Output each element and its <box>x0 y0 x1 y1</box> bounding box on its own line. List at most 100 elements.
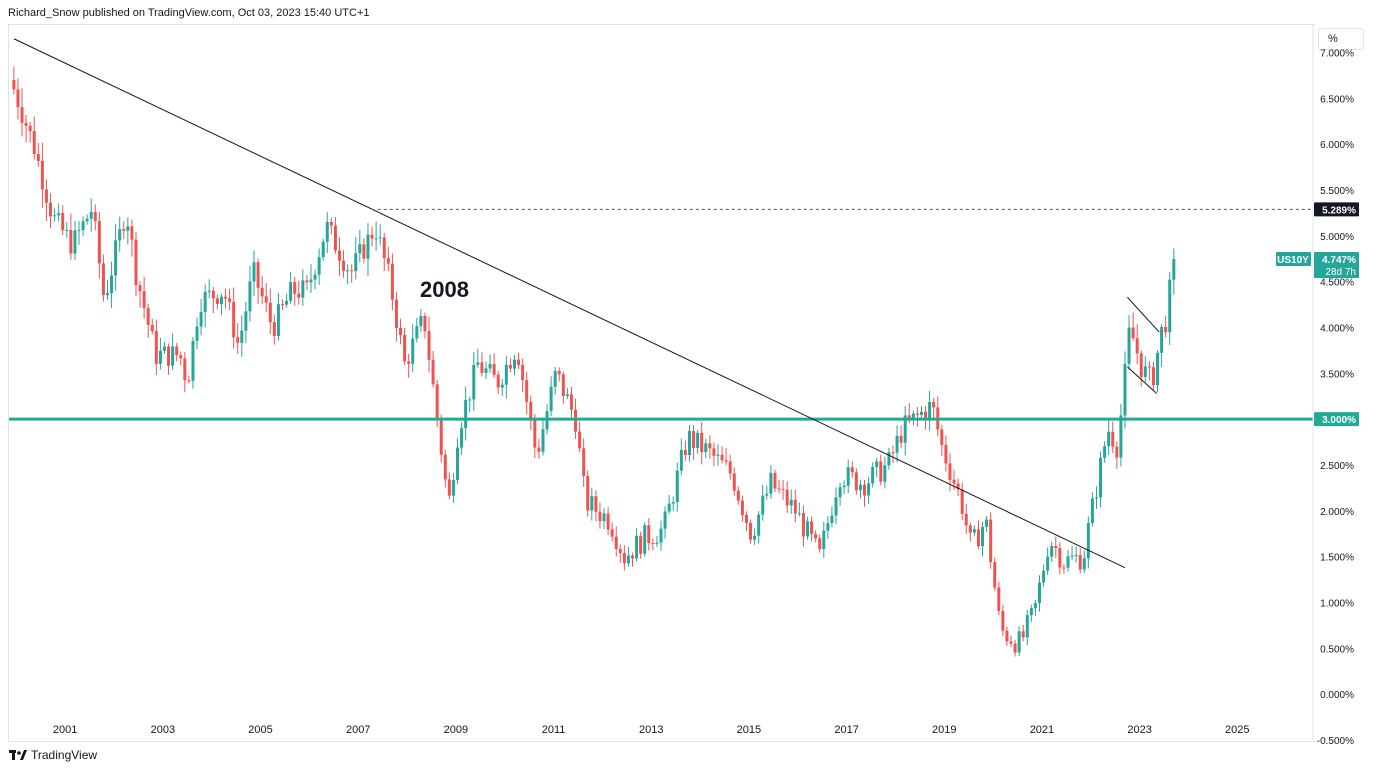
price-labels: 3.000% 5.289% 4.747%28d 7h US10Y <box>1276 202 1359 427</box>
candle-body <box>1046 556 1050 571</box>
last-price-label: 4.747% <box>1322 255 1356 266</box>
candle-body <box>525 380 529 402</box>
y-tick-label: 1.000% <box>1320 599 1354 610</box>
candle-body <box>24 122 28 126</box>
candle-body <box>16 89 20 108</box>
candle-body <box>578 431 582 449</box>
candle-body <box>158 350 162 364</box>
candle-body <box>590 496 594 511</box>
candle-body <box>964 513 968 526</box>
x-tick-label: 2019 <box>932 724 956 736</box>
candle-body <box>49 202 53 217</box>
y-tick-label: 2.000% <box>1320 507 1354 518</box>
candle-body <box>553 370 557 387</box>
candle-body <box>280 304 284 306</box>
candle-body <box>1038 582 1042 604</box>
tradingview-logo[interactable]: TradingView <box>9 748 97 762</box>
candle-body <box>769 472 773 494</box>
percent-scale-button[interactable]: % <box>1318 28 1364 50</box>
candle-body <box>460 428 464 448</box>
candle-body <box>915 413 919 415</box>
candle-body <box>993 562 997 588</box>
candle-body <box>370 234 374 239</box>
candle-body <box>1123 363 1127 416</box>
candle-body <box>167 346 171 366</box>
candle-body <box>73 230 77 254</box>
candle-body <box>472 364 476 400</box>
candle-body <box>57 213 61 216</box>
candle-body <box>932 401 936 408</box>
candle-body <box>244 311 248 331</box>
candle-body <box>65 229 69 231</box>
candle-body <box>981 526 985 547</box>
candle-body <box>126 226 130 231</box>
candle-body <box>1139 353 1143 377</box>
candle-body <box>883 465 887 482</box>
candle-body <box>675 470 679 502</box>
candle-body <box>150 324 154 332</box>
candle-body <box>586 475 590 511</box>
candle-body <box>972 529 976 533</box>
candle-body <box>549 386 553 412</box>
candle-body <box>20 107 24 123</box>
candle-body <box>142 291 146 308</box>
candle-body <box>1090 498 1094 524</box>
candle-body <box>203 291 207 313</box>
y-tick-label: 2.500% <box>1320 461 1354 472</box>
x-tick-label: 2011 <box>542 724 566 736</box>
candle-body <box>606 513 610 530</box>
candle-body <box>940 429 944 445</box>
annotation-2008: 2008 <box>420 277 469 302</box>
candle-body <box>639 535 643 554</box>
x-tick-label: 2009 <box>444 724 468 736</box>
candle-body <box>504 364 508 385</box>
candle-body <box>1009 641 1013 644</box>
candle-body <box>114 240 118 276</box>
candle-body <box>240 330 244 343</box>
candle-body <box>777 488 781 490</box>
candle-body <box>875 461 879 468</box>
candle-body <box>105 293 109 296</box>
candle-body <box>976 529 980 547</box>
candle-body <box>712 448 716 456</box>
candle-body <box>744 514 748 523</box>
candle-body <box>757 514 761 536</box>
candle-body <box>1025 615 1029 638</box>
y-tick-label: 6.000% <box>1320 140 1354 151</box>
candle-body <box>1021 631 1025 638</box>
candle-body <box>69 229 73 254</box>
candle-body <box>924 411 928 420</box>
candle-body <box>749 522 753 540</box>
candle-body <box>826 523 830 531</box>
candle-body <box>1033 603 1037 609</box>
candle-body <box>1001 610 1005 631</box>
x-tick-label: 2021 <box>1030 724 1054 736</box>
candle-body <box>301 280 305 298</box>
candle-body <box>533 419 537 448</box>
y-tick-label: 0.500% <box>1320 644 1354 655</box>
candle-body <box>1054 545 1058 549</box>
x-tick-label: 2005 <box>248 724 272 736</box>
candle-body <box>871 467 875 484</box>
candle-body <box>346 270 350 272</box>
candle-body <box>439 419 443 455</box>
candle-body <box>1074 555 1078 557</box>
candle-body <box>626 555 630 564</box>
candle-body <box>903 415 907 443</box>
candle-body <box>557 370 561 375</box>
candle-body <box>561 374 565 397</box>
candle-body <box>77 230 81 232</box>
candle-body <box>419 316 423 327</box>
candle-body <box>838 487 842 498</box>
candle-body <box>822 530 826 549</box>
candle-body <box>793 499 797 514</box>
candle-body <box>110 275 114 294</box>
high-level-label: 5.289% <box>1322 205 1356 216</box>
y-tick-label: 4.000% <box>1320 324 1354 335</box>
candle-body <box>716 454 720 456</box>
chart-pane[interactable] <box>8 24 1315 742</box>
candle-body <box>32 130 36 155</box>
candle-body <box>647 525 651 544</box>
symbol-tag-bg <box>1276 252 1311 267</box>
